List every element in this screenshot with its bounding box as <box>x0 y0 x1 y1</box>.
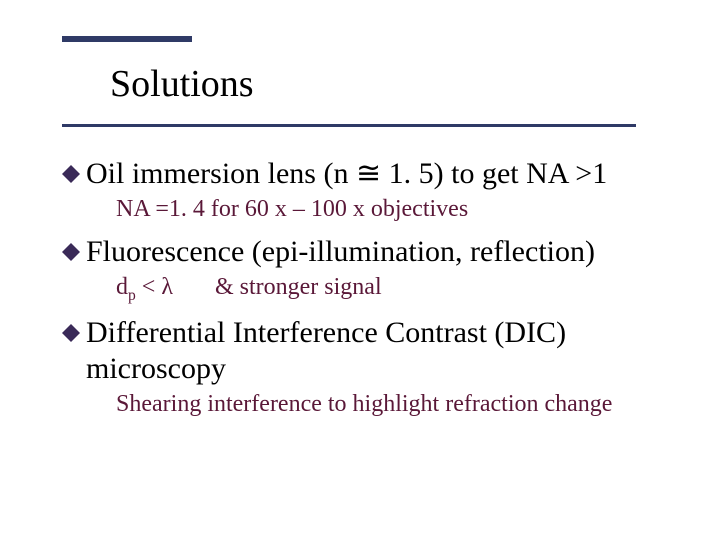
bullet-text: Differential Interference Contrast (DIC)… <box>86 315 662 387</box>
text-span: d <box>116 274 128 300</box>
diamond-bullet-icon <box>62 243 80 261</box>
slide-body: Oil immersion lens (n ≅ 1. 5) to get NA … <box>62 150 662 429</box>
text-span: Oil immersion lens (n <box>86 157 356 190</box>
bullet-subtext: Shearing interference to highlight refra… <box>116 389 662 419</box>
bullet-item: Differential Interference Contrast (DIC)… <box>62 315 662 387</box>
bullet-text: Fluorescence (epi-illumination, reflecti… <box>86 234 595 270</box>
bullet-subtext: NA =1. 4 for 60 x – 100 x objectives <box>116 194 662 224</box>
bullet-item: Oil immersion lens (n ≅ 1. 5) to get NA … <box>62 156 662 192</box>
decor-rule-top <box>62 36 192 42</box>
diamond-bullet-icon <box>62 324 80 342</box>
slide-title: Solutions <box>110 62 254 106</box>
slide: Solutions Oil immersion lens (n ≅ 1. 5) … <box>0 0 720 540</box>
bullet-subtext: dp < λ & stronger signal <box>116 272 662 305</box>
subscript: p <box>128 287 136 304</box>
approx-equal-symbol: ≅ <box>356 157 381 190</box>
bullet-text: Oil immersion lens (n ≅ 1. 5) to get NA … <box>86 156 607 192</box>
text-span: & stronger signal <box>215 274 382 300</box>
text-span: Differential Interference Contrast (DIC)… <box>86 316 566 385</box>
decor-rule-bottom <box>62 124 636 127</box>
text-span: < <box>136 274 162 300</box>
text-span: Fluorescence (epi-illumination, reflecti… <box>86 235 595 268</box>
lambda-symbol: λ <box>161 274 173 300</box>
diamond-bullet-icon <box>62 165 80 183</box>
bullet-item: Fluorescence (epi-illumination, reflecti… <box>62 234 662 270</box>
text-span: 1. 5) to get NA >1 <box>381 157 607 190</box>
